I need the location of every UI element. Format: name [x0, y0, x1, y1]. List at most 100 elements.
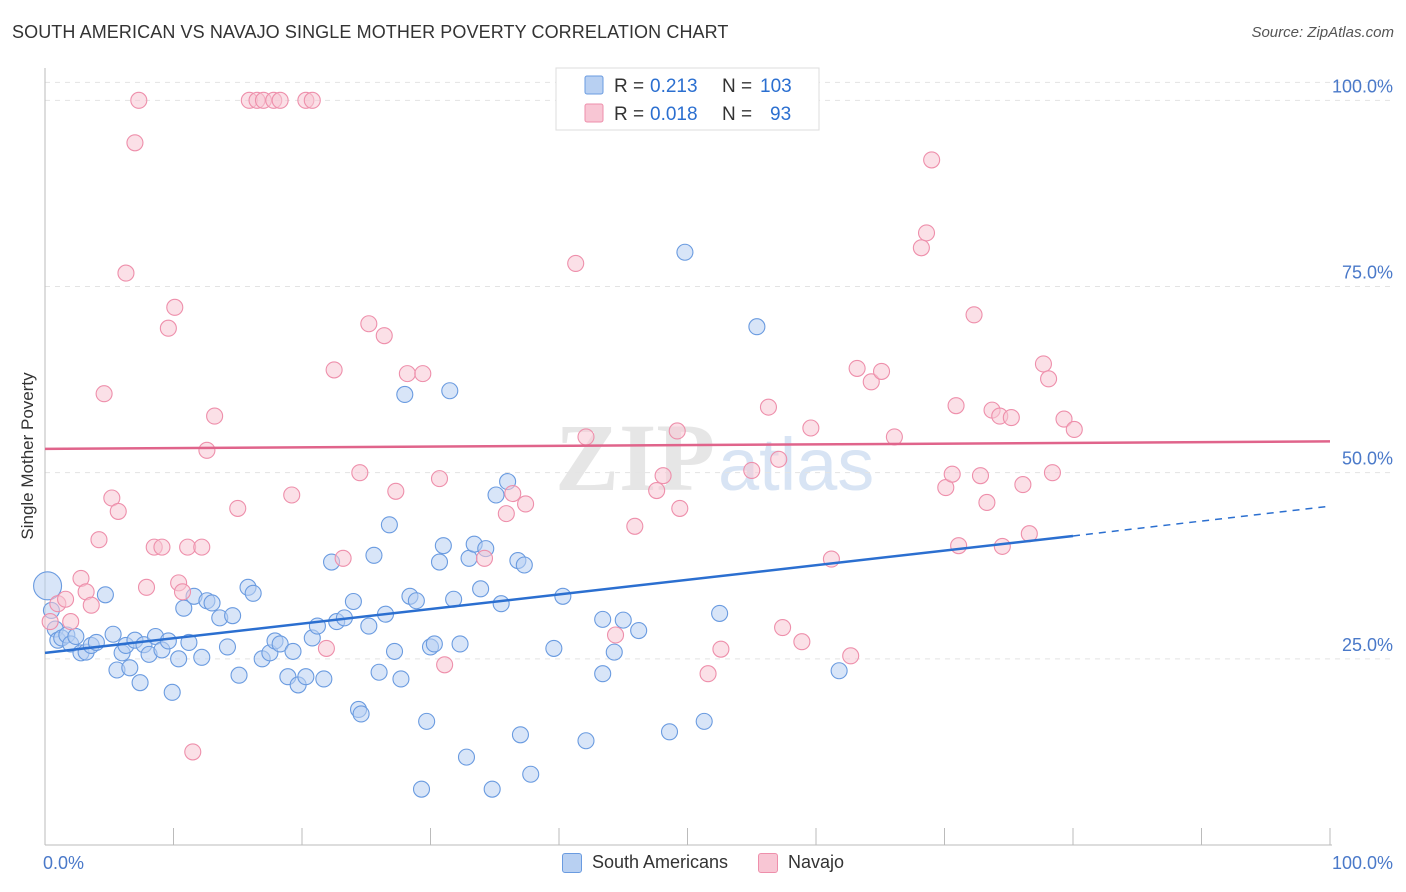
- y-tick-label: 75.0%: [1342, 263, 1393, 283]
- point-south-american: [224, 607, 242, 625]
- point-navajo: [978, 493, 996, 512]
- point-south-american: [492, 595, 510, 613]
- point-south-american: [614, 611, 632, 629]
- point-navajo: [793, 633, 811, 651]
- point-south-american: [472, 580, 490, 598]
- point-south-american: [460, 549, 478, 567]
- y-tick-label: 50.0%: [1342, 449, 1393, 469]
- point-navajo: [917, 224, 936, 242]
- point-south-american: [457, 748, 476, 766]
- point-navajo: [317, 639, 335, 657]
- point-south-american: [344, 592, 362, 611]
- point-south-american: [170, 650, 188, 668]
- point-navajo: [842, 647, 860, 665]
- point-navajo: [271, 91, 289, 109]
- legend-r-label-2: R =: [614, 104, 644, 125]
- point-navajo: [90, 531, 108, 549]
- legend-swatch-south-americans: [584, 75, 604, 95]
- point-south-american: [218, 638, 237, 656]
- point-south-american: [33, 571, 63, 601]
- point-south-american: [630, 621, 648, 640]
- point-navajo: [153, 538, 171, 556]
- point-navajo: [950, 537, 968, 555]
- point-navajo: [1043, 464, 1061, 482]
- point-south-american: [425, 635, 443, 653]
- axes: [44, 68, 1332, 846]
- point-south-american: [407, 592, 425, 610]
- point-south-american: [522, 765, 540, 783]
- point-south-american: [396, 385, 414, 404]
- legend-n-label-1: N =: [722, 76, 752, 97]
- legend-swatch-navajo: [584, 103, 604, 123]
- point-navajo: [699, 665, 717, 683]
- legend-bottom: South Americans Navajo: [0, 852, 1406, 873]
- point-south-american: [594, 610, 612, 628]
- legend-item-south-americans: South Americans: [561, 852, 729, 873]
- point-navajo: [62, 613, 80, 631]
- point-south-american: [203, 594, 221, 612]
- point-navajo: [912, 239, 930, 257]
- watermark-atlas: atlas: [718, 423, 874, 506]
- point-south-american: [554, 587, 572, 605]
- point-navajo: [159, 319, 177, 337]
- legend-bottom-label-south-americans: South Americans: [591, 852, 729, 872]
- point-south-american: [392, 670, 410, 688]
- point-south-american: [159, 632, 177, 650]
- legend-r-value-1: 0.213: [650, 76, 698, 97]
- point-navajo: [1055, 410, 1073, 428]
- legend-item-navajo: Navajo: [758, 852, 844, 873]
- point-navajo: [971, 467, 990, 485]
- point-navajo: [606, 626, 625, 644]
- point-navajo: [517, 495, 535, 513]
- point-south-american: [748, 318, 766, 336]
- point-navajo: [184, 743, 202, 761]
- point-navajo: [387, 482, 405, 500]
- point-navajo: [504, 484, 522, 503]
- point-navajo: [993, 537, 1011, 555]
- point-navajo: [1034, 355, 1052, 373]
- trend-line-south-american: [44, 534, 1074, 655]
- point-navajo: [1065, 420, 1083, 439]
- point-navajo: [648, 481, 666, 500]
- point-navajo: [885, 428, 903, 446]
- point-south-american: [180, 633, 198, 652]
- point-south-american: [441, 382, 459, 400]
- legend-n-value-2: 93: [770, 104, 791, 125]
- point-navajo: [398, 365, 416, 383]
- point-navajo: [774, 619, 792, 637]
- point-south-american: [451, 635, 469, 653]
- point-south-american: [418, 712, 436, 730]
- point-south-american: [487, 486, 505, 504]
- point-navajo: [334, 549, 352, 567]
- tick-labels: 25.0% 50.0% 75.0% 100.0% 0.0% 100.0%: [43, 76, 1393, 873]
- point-navajo: [965, 306, 983, 324]
- point-navajo: [82, 596, 100, 614]
- chart-title: SOUTH AMERICAN VS NAVAJO SINGLE MOTHER P…: [12, 22, 729, 42]
- point-navajo: [414, 365, 432, 383]
- point-south-american: [104, 625, 122, 643]
- point-navajo: [497, 505, 515, 523]
- point-navajo: [325, 361, 343, 379]
- point-south-american: [660, 723, 679, 741]
- point-navajo: [351, 464, 369, 482]
- point-navajo: [712, 640, 730, 658]
- point-navajo: [198, 441, 216, 459]
- y-tick-label: 25.0%: [1342, 635, 1393, 655]
- point-south-american: [360, 617, 378, 635]
- point-navajo: [173, 583, 192, 601]
- point-navajo: [109, 502, 127, 520]
- point-navajo: [193, 538, 211, 556]
- trend-lines: [44, 440, 1331, 655]
- point-navajo: [862, 373, 880, 391]
- point-navajo: [436, 656, 454, 674]
- point-south-american: [412, 780, 431, 798]
- point-south-american: [545, 639, 563, 657]
- point-navajo: [130, 91, 148, 109]
- point-navajo: [166, 298, 184, 316]
- point-south-american: [511, 726, 530, 744]
- point-south-american: [695, 712, 713, 730]
- point-navajo: [95, 385, 113, 403]
- point-navajo: [206, 407, 224, 425]
- legend-bottom-swatch-blue: [561, 852, 582, 873]
- point-south-american: [434, 537, 452, 555]
